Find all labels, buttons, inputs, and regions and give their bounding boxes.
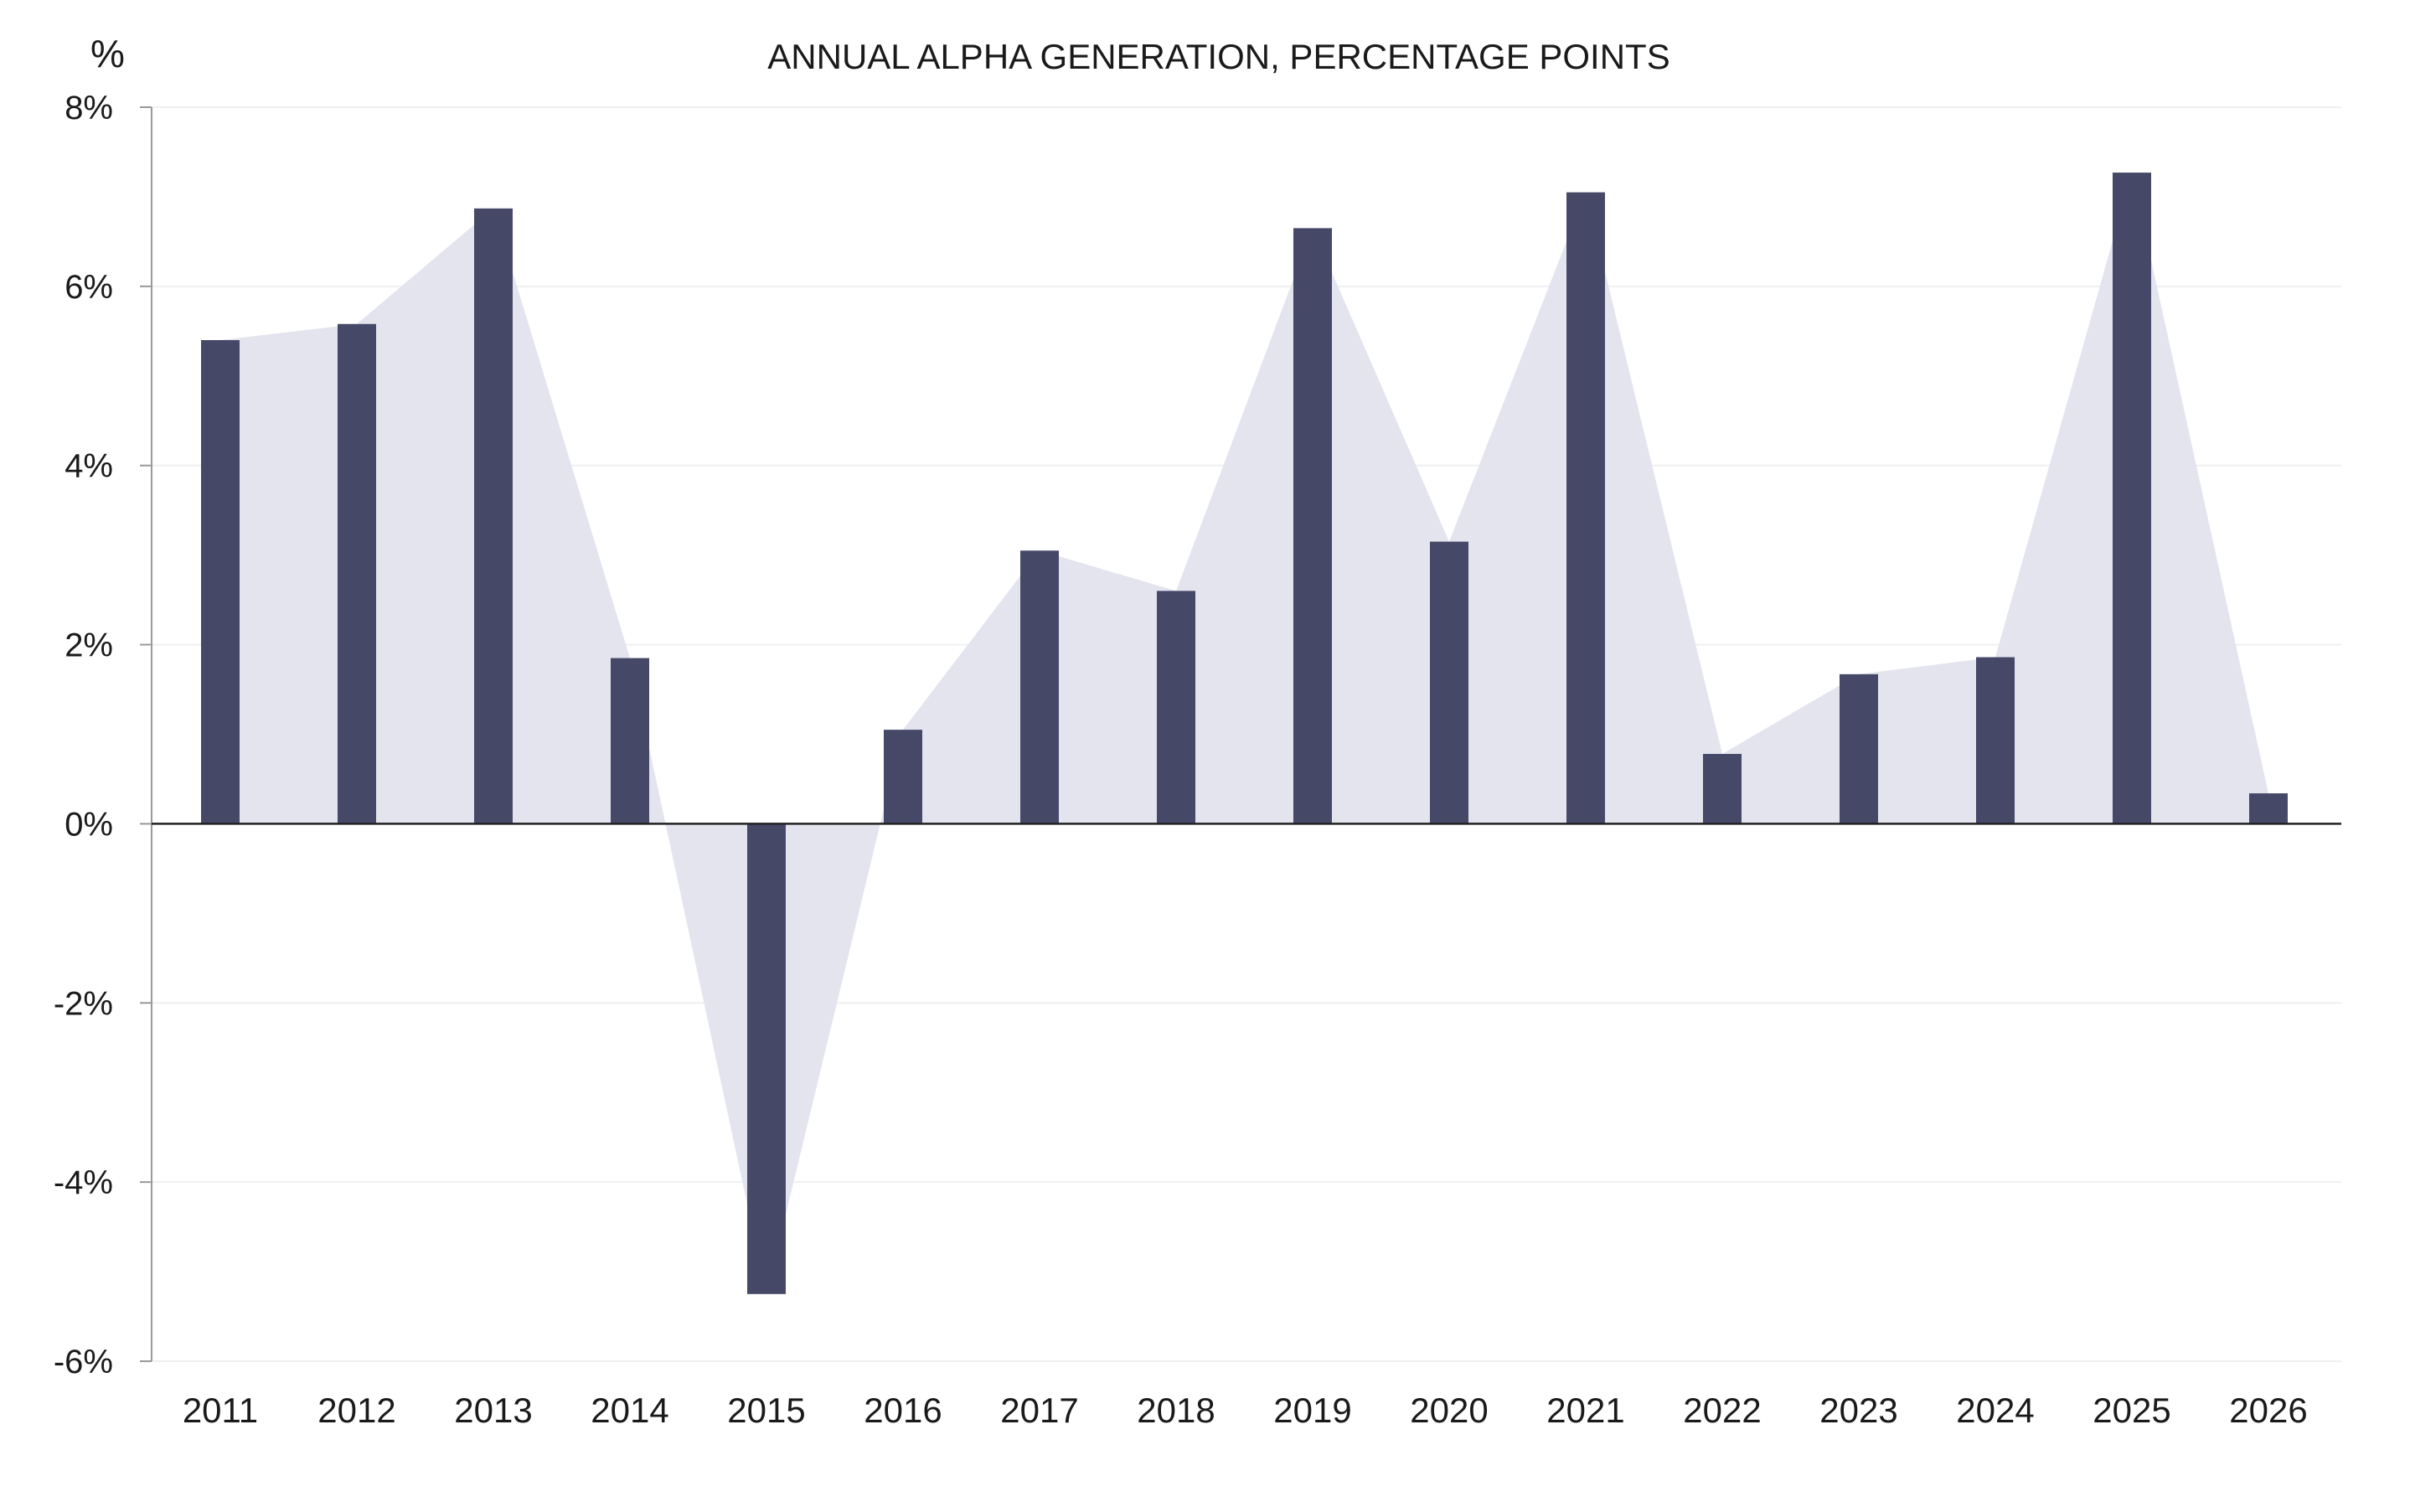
- bar-2020: [1430, 541, 1468, 824]
- x-axis-ticks: 2011 2012 2013 2014 2015 2016 2017 2018 2019 2020…: [183, 1391, 2308, 1430]
- x-tick-label: 2021: [1546, 1391, 1624, 1430]
- x-tick-label: 2011: [183, 1391, 258, 1430]
- bar-2011: [201, 340, 240, 824]
- y-tick-label: 0%: [65, 806, 113, 843]
- x-tick-label: 2024: [1956, 1391, 2034, 1430]
- y-tick-label: -2%: [54, 985, 113, 1022]
- x-tick-label: 2012: [317, 1391, 395, 1430]
- bar-2021: [1566, 192, 1605, 824]
- bar-2016: [884, 730, 922, 824]
- bar-2022: [1703, 754, 1742, 824]
- bar-2024: [1976, 657, 2015, 824]
- x-tick-label: 2015: [727, 1391, 805, 1430]
- y-tick-label: 4%: [65, 448, 113, 485]
- x-tick-label: 2016: [864, 1391, 942, 1430]
- y-axis-ticks: 8% 6% 4% 2% 0% -2% -4% -6%: [54, 90, 152, 1380]
- bar-2017: [1020, 550, 1059, 824]
- bar-2013: [474, 208, 513, 824]
- y-axis-unit-label: %: [90, 32, 125, 75]
- bar-2026: [2249, 793, 2288, 824]
- x-tick-label: 2020: [1410, 1391, 1488, 1430]
- y-tick-label: 6%: [65, 269, 113, 306]
- chart-title: ANNUAL ALPHA GENERATION, PERCENTAGE POIN…: [767, 37, 1669, 76]
- x-tick-label: 2018: [1137, 1391, 1215, 1430]
- bar-2014: [611, 658, 649, 824]
- x-tick-label: 2026: [2229, 1391, 2307, 1430]
- y-tick-label: -6%: [54, 1344, 113, 1380]
- y-tick-label: 8%: [65, 90, 113, 126]
- bar-2018: [1157, 591, 1195, 824]
- x-tick-label: 2023: [1819, 1391, 1897, 1430]
- y-tick-label: 2%: [65, 627, 113, 664]
- bar-2015: [747, 823, 786, 1294]
- area-envelope: [201, 173, 2288, 1294]
- bar-2023: [1840, 673, 1878, 824]
- x-tick-label: 2013: [454, 1391, 532, 1430]
- x-tick-label: 2014: [591, 1391, 668, 1430]
- bar-2019: [1293, 228, 1332, 824]
- x-tick-label: 2025: [2093, 1391, 2170, 1430]
- bars: [201, 173, 2288, 1294]
- bar-2012: [338, 323, 376, 824]
- x-tick-label: 2017: [1000, 1391, 1078, 1430]
- x-tick-label: 2022: [1683, 1391, 1761, 1430]
- x-tick-label: 2019: [1273, 1391, 1351, 1430]
- y-tick-label: -4%: [54, 1164, 113, 1201]
- bar-2025: [2113, 173, 2151, 824]
